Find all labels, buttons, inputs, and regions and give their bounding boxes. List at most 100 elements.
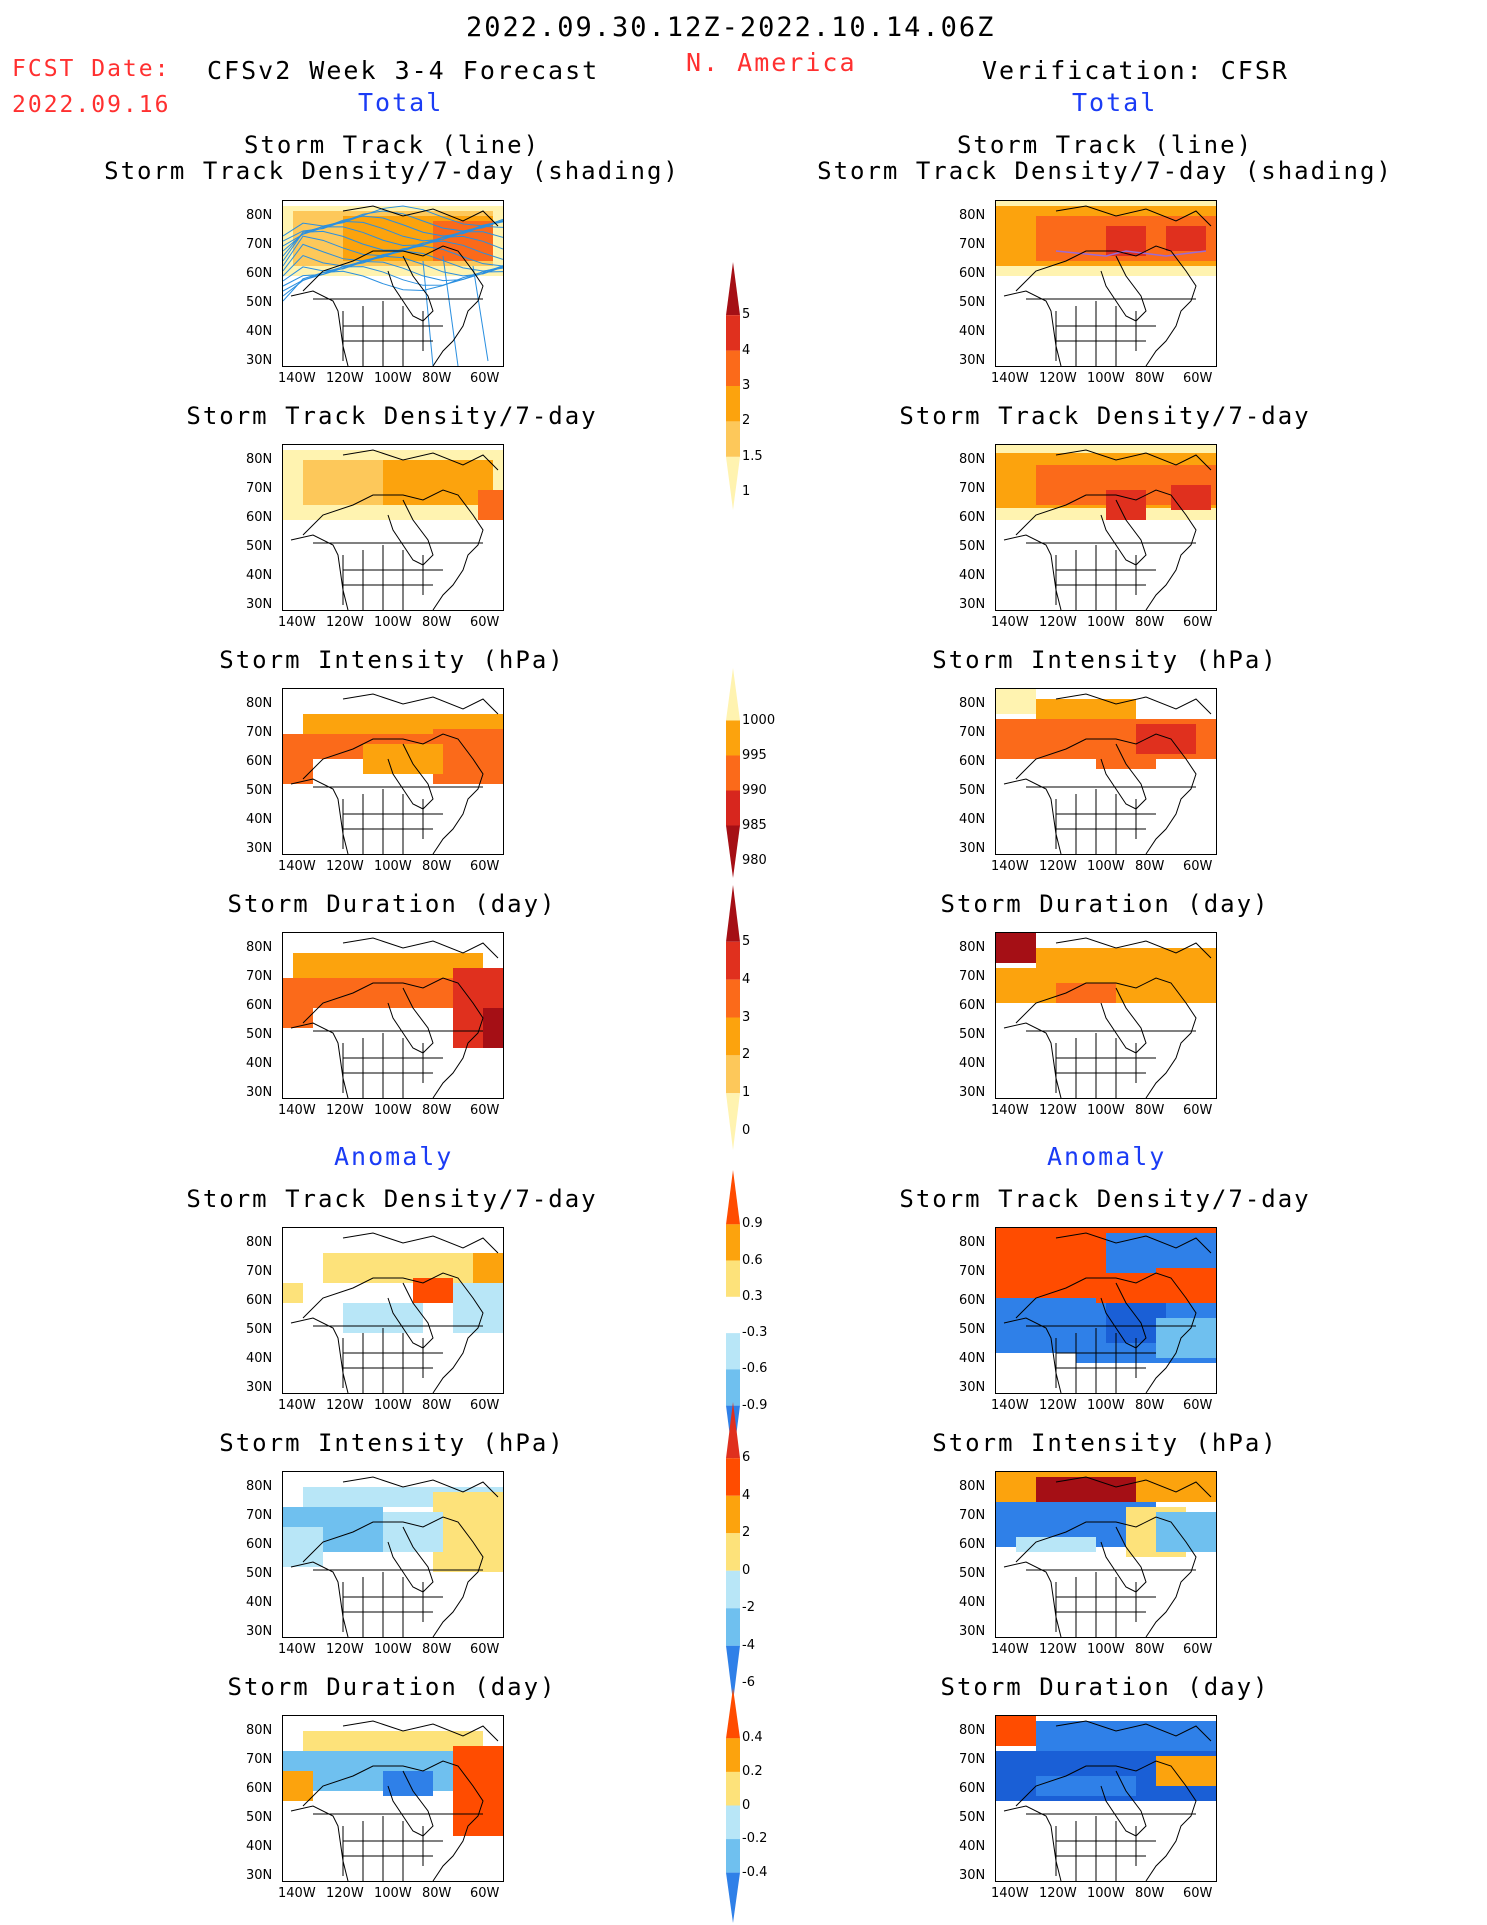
colorbar-segment	[726, 1093, 740, 1150]
colorbar-segment	[726, 1333, 740, 1370]
shading-cell	[1171, 485, 1211, 510]
lat-tick-label: 50N	[959, 783, 986, 798]
lon-tick-label: 100W	[1087, 859, 1125, 874]
lon-tick-label: 80W	[1135, 1103, 1165, 1118]
shading-cell	[1036, 1477, 1136, 1502]
lat-tick-label: 40N	[959, 1056, 986, 1071]
shading-cell	[283, 988, 313, 1028]
storm-track-line	[283, 230, 503, 262]
lat-tick-label: 70N	[246, 481, 273, 496]
lon-tick-label: 60W	[1183, 615, 1213, 630]
lat-tick-label: 70N	[959, 481, 986, 496]
lat-tick-label: 50N	[959, 1810, 986, 1825]
shading-cell	[483, 1008, 503, 1048]
left-duration-anom-title: Storm Duration (day)	[227, 1673, 557, 1701]
lat-tick-label: 50N	[246, 1322, 273, 1337]
left-track-shading-title: Storm Track Density/7-day (shading)	[104, 157, 680, 186]
colorbar-label: 2	[742, 1525, 751, 1541]
right-intensity-anom-title: Storm Intensity (hPa)	[932, 1429, 1278, 1457]
colorbar-label: 0	[742, 1562, 751, 1578]
lat-tick-label: 80N	[959, 696, 986, 711]
lat-tick-label: 40N	[246, 1595, 273, 1610]
colorbar-segment	[726, 1645, 740, 1702]
colorbar-segment	[726, 979, 740, 1018]
colorbar-density-anom	[726, 1170, 740, 1460]
lat-tick-label: 30N	[246, 353, 273, 368]
colorbar-label: 2	[742, 1047, 751, 1063]
lat-tick-label: 30N	[246, 597, 273, 612]
shading-cell	[1106, 1233, 1216, 1273]
lat-tick-label: 70N	[246, 969, 273, 984]
shading-cell	[453, 1746, 503, 1836]
lat-tick-label: 70N	[959, 1752, 986, 1767]
colorbar-label: 3	[742, 1009, 751, 1025]
lon-tick-label: 80W	[1135, 371, 1165, 386]
storm-track-line	[442, 255, 459, 366]
shading-cell	[996, 933, 1036, 963]
lon-tick-label: 80W	[422, 615, 452, 630]
colorbar-label: 1000	[742, 712, 776, 728]
coastline-borders	[1003, 1476, 1212, 1637]
map-canvas	[283, 1720, 503, 1881]
lon-tick-label: 80W	[422, 1642, 452, 1657]
lat-tick-label: 50N	[246, 1566, 273, 1581]
lat-tick-label: 30N	[959, 841, 986, 856]
lat-tick-label: 40N	[246, 568, 273, 583]
shading-cell	[1156, 1268, 1216, 1298]
forecast-map-intensity	[282, 688, 504, 855]
colorbar-label: -0.3	[742, 1325, 768, 1341]
colorbar-label: 980	[742, 852, 767, 868]
period-title: 2022.09.30.12Z-2022.10.14.06Z	[466, 12, 996, 43]
shading-cell	[473, 1253, 503, 1283]
left-track-line-title: Storm Track (line)	[243, 131, 541, 159]
colorbar-label: -0.2	[742, 1831, 768, 1847]
lat-tick-label: 60N	[246, 754, 273, 769]
colorbar-label: 0.2	[742, 1763, 763, 1779]
coastline-borders	[290, 1720, 499, 1881]
shading-cell	[478, 490, 503, 520]
lon-tick-label: 100W	[374, 859, 412, 874]
forecast-map-density-anom	[282, 1227, 504, 1394]
colorbar-label: 1	[742, 1085, 751, 1101]
coastline-borders	[1003, 1720, 1212, 1881]
lon-tick-label: 80W	[1135, 1886, 1165, 1901]
left-track-title: Storm Track (line) Storm Track Density/7…	[104, 132, 680, 185]
colorbar-segment	[726, 1170, 740, 1225]
lon-tick-label: 140W	[278, 371, 316, 386]
lat-tick-label: 60N	[246, 1781, 273, 1796]
lat-tick-label: 80N	[959, 1235, 986, 1250]
coastline-borders	[1003, 937, 1212, 1098]
shading-cell	[1166, 226, 1206, 251]
lon-tick-label: 80W	[422, 1398, 452, 1413]
lat-tick-label: 60N	[246, 1537, 273, 1552]
storm-track-line	[283, 215, 503, 247]
lon-tick-label: 60W	[1183, 1103, 1213, 1118]
colorbar-segment	[726, 720, 740, 756]
colorbar-label: 1.5	[742, 448, 763, 464]
colorbar-segment	[726, 1805, 740, 1840]
colorbar-label: 0	[742, 1123, 751, 1139]
storm-track-line	[1055, 250, 1207, 257]
left-anomaly-label: Anomaly	[334, 1142, 454, 1171]
lat-tick-label: 40N	[246, 1351, 273, 1366]
colorbar-segment	[726, 1872, 740, 1923]
lat-tick-label: 30N	[959, 597, 986, 612]
lat-tick-label: 80N	[246, 940, 273, 955]
coastline-borders	[290, 1476, 499, 1637]
lat-tick-label: 60N	[959, 1293, 986, 1308]
lon-tick-label: 100W	[374, 615, 412, 630]
lon-tick-label: 80W	[422, 1103, 452, 1118]
colorbar-segment	[726, 315, 740, 351]
lat-tick-label: 70N	[246, 1264, 273, 1279]
lat-tick-label: 40N	[959, 324, 986, 339]
colorbar-segment	[726, 1771, 740, 1806]
verification-map-density-anom	[995, 1227, 1217, 1394]
colorbar-label: 0.6	[742, 1252, 763, 1268]
lat-tick-label: 30N	[246, 1868, 273, 1883]
shading-cell	[283, 744, 313, 784]
colorbar-label: -0.6	[742, 1361, 768, 1377]
verification-map-intensity	[995, 688, 1217, 855]
map-canvas	[283, 937, 503, 1098]
lon-tick-label: 100W	[1087, 371, 1125, 386]
lon-tick-label: 80W	[1135, 1398, 1165, 1413]
